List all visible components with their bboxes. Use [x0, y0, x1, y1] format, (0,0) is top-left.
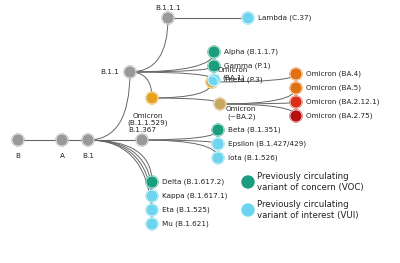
- Text: Omicron (BA.2.12.1): Omicron (BA.2.12.1): [306, 99, 379, 105]
- Circle shape: [242, 204, 254, 216]
- Circle shape: [146, 176, 158, 188]
- Circle shape: [242, 176, 254, 188]
- Text: Epsilon (B.1.427/429): Epsilon (B.1.427/429): [228, 141, 306, 147]
- Text: Previously circulating
variant of concern (VOC): Previously circulating variant of concer…: [257, 172, 364, 192]
- Text: Iota (B.1.526): Iota (B.1.526): [228, 155, 278, 161]
- Text: B: B: [16, 153, 20, 159]
- Text: Previously circulating
variant of interest (VUI): Previously circulating variant of intere…: [257, 200, 358, 220]
- Circle shape: [82, 134, 94, 146]
- Circle shape: [212, 138, 224, 150]
- Circle shape: [56, 134, 68, 146]
- Text: B.1.1: B.1.1: [100, 69, 119, 75]
- Circle shape: [146, 204, 158, 216]
- Circle shape: [162, 12, 174, 24]
- Circle shape: [146, 190, 158, 202]
- Text: Beta (B.1.351): Beta (B.1.351): [228, 127, 281, 133]
- Circle shape: [208, 46, 220, 58]
- Circle shape: [290, 82, 302, 94]
- Text: Omicron (BA.4): Omicron (BA.4): [306, 71, 361, 77]
- Circle shape: [208, 74, 220, 86]
- Text: Omicron (BA.5): Omicron (BA.5): [306, 85, 361, 91]
- Text: A: A: [60, 153, 64, 159]
- Text: Delta (B.1.617.2): Delta (B.1.617.2): [162, 179, 224, 185]
- Text: Mu (B.1.621): Mu (B.1.621): [162, 221, 209, 227]
- Text: Alpha (B.1.1.7): Alpha (B.1.1.7): [224, 49, 278, 55]
- Circle shape: [146, 92, 158, 104]
- Text: Theta (P.3): Theta (P.3): [224, 77, 263, 83]
- Circle shape: [214, 98, 226, 110]
- Circle shape: [146, 218, 158, 230]
- Circle shape: [206, 76, 218, 88]
- Text: Omicron
(BA.1): Omicron (BA.1): [218, 67, 248, 81]
- Circle shape: [136, 134, 148, 146]
- Circle shape: [290, 96, 302, 108]
- Text: B.1: B.1: [82, 153, 94, 159]
- Circle shape: [12, 134, 24, 146]
- Circle shape: [290, 68, 302, 80]
- Circle shape: [124, 66, 136, 78]
- Text: Lambda (C.37): Lambda (C.37): [258, 15, 311, 21]
- Text: Kappa (B.1.617.1): Kappa (B.1.617.1): [162, 193, 227, 199]
- Circle shape: [208, 60, 220, 72]
- Text: B.1.367: B.1.367: [128, 127, 156, 133]
- Circle shape: [290, 110, 302, 122]
- Text: Eta (B.1.525): Eta (B.1.525): [162, 207, 210, 213]
- Text: Omicron
(~BA.2): Omicron (~BA.2): [226, 106, 256, 120]
- Text: B.1.1.1: B.1.1.1: [155, 5, 181, 11]
- Text: Gamma (P.1): Gamma (P.1): [224, 63, 270, 69]
- Circle shape: [242, 12, 254, 24]
- Text: Omicron
(B.1.1.529): Omicron (B.1.1.529): [128, 113, 168, 127]
- Circle shape: [212, 152, 224, 164]
- Circle shape: [212, 124, 224, 136]
- Text: Omicron (BA.2.75): Omicron (BA.2.75): [306, 113, 372, 119]
